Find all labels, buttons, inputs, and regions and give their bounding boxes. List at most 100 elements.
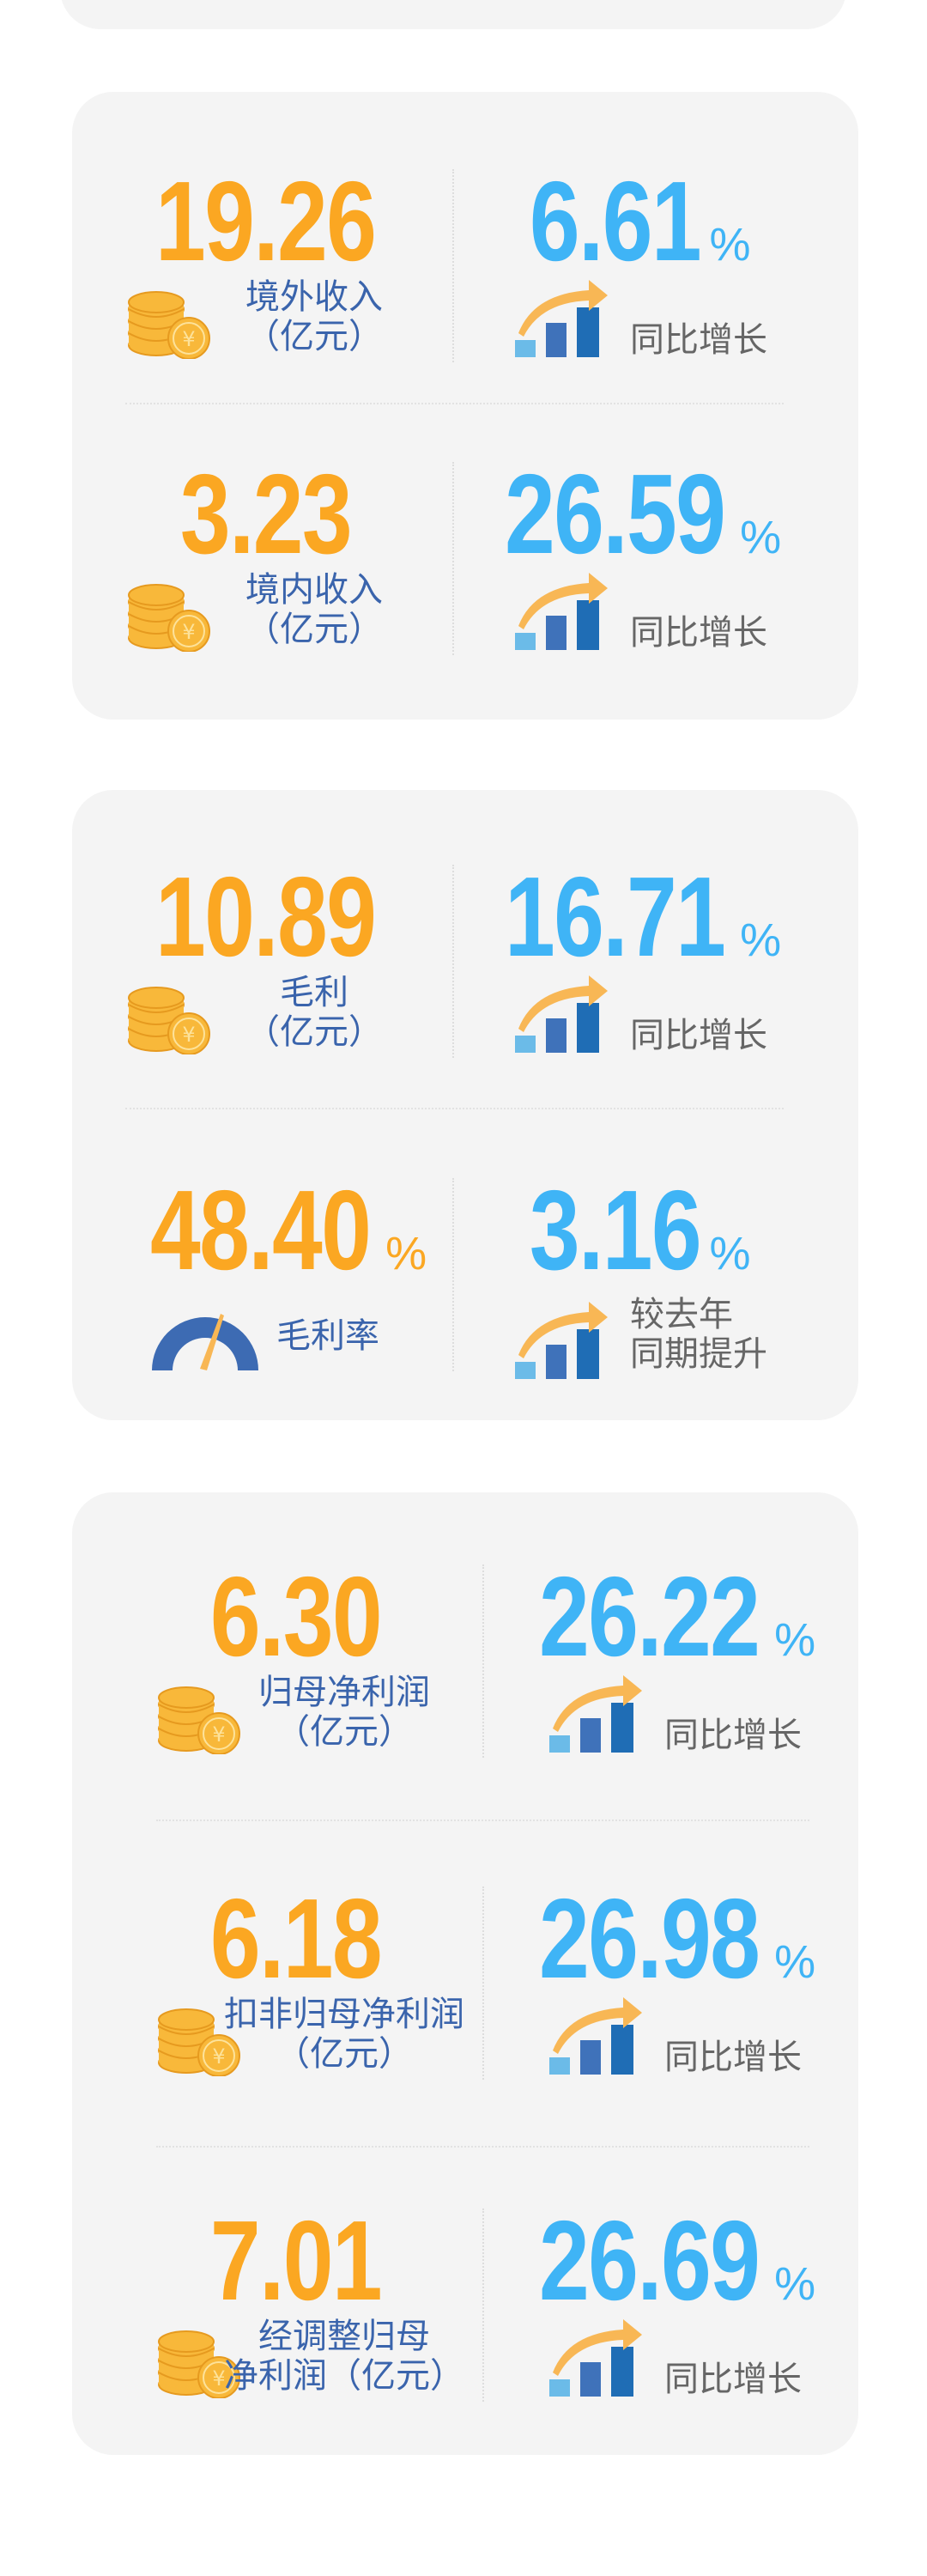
metric-label: 归母净利润 （亿元） — [215, 1673, 473, 1752]
vertical-divider — [452, 865, 454, 1058]
growth-label-line: 同期提升 — [630, 1334, 767, 1374]
growth-percent: 26.22% — [482, 1553, 843, 1680]
previous-card — [60, 0, 846, 29]
growth-label: 同比增长 — [630, 613, 767, 653]
label-line: 毛利率 — [276, 1316, 379, 1356]
value-unit: % — [385, 1228, 427, 1279]
coins-icon: ¥ — [125, 982, 211, 1054]
vertical-divider — [482, 2208, 484, 2402]
value-number: 7.01 — [209, 2197, 382, 2324]
value-number: 6.18 — [209, 1875, 382, 2002]
metric-card: 10.89 ¥ 毛利 （亿元） 16.71% 同比增长 48.40% 毛利率 3.16% 较去年同… — [72, 790, 858, 1420]
coins-icon: ¥ — [125, 287, 211, 359]
metric-row: 10.89 ¥ 毛利 （亿元） 16.71% 同比增长 — [72, 854, 858, 1119]
growth-chart-icon — [549, 1672, 645, 1753]
growth-label: 同比增长 — [664, 2360, 802, 2399]
growth-percent: 6.61% — [448, 158, 809, 284]
metric-value: 6.18 — [102, 1875, 488, 2002]
percent-unit: % — [740, 914, 781, 966]
percent-unit: % — [774, 2258, 815, 2310]
label-line: 净利润（亿元） — [224, 2356, 464, 2396]
metric-row: 19.26 ¥ 境外收入 （亿元） 6.61% 同比增长 — [72, 158, 858, 423]
metric-row: 7.01 ¥ 经调整归母 净利润（亿元） 26.69% 同比增长 — [72, 2197, 858, 2463]
value-number: 3.23 — [179, 451, 352, 577]
vertical-divider — [452, 462, 454, 655]
percent-number: 26.98 — [538, 1875, 760, 2002]
percent-number: 26.22 — [538, 1553, 760, 1680]
growth-chart-icon — [515, 972, 611, 1053]
horizontal-divider — [156, 1820, 809, 1821]
label-line: （亿元） — [245, 1012, 383, 1052]
percent-unit: % — [709, 219, 750, 270]
metric-value: 7.01 — [102, 2197, 488, 2324]
metric-label: 境内收入 （亿元） — [185, 570, 443, 649]
label-line: 境内收入 — [245, 570, 383, 610]
growth-label: 同比增长 — [630, 320, 767, 360]
metric-label: 毛利率 — [276, 1316, 379, 1356]
growth-percent: 26.59% — [448, 451, 809, 577]
growth-percent: 26.98% — [482, 1875, 843, 2002]
percent-unit: % — [709, 1228, 750, 1279]
growth-label-line: 同比增长 — [664, 1716, 802, 1755]
metric-card: 6.30 ¥ 归母净利润 （亿元） 26.22% 同比增长 6.18 ¥ 扣非归母净利润 （亿元）… — [72, 1492, 858, 2455]
metric-row: 6.30 ¥ 归母净利润 （亿元） 26.22% 同比增长 — [72, 1553, 858, 1819]
metric-row: 3.23 ¥ 境内收入 （亿元） 26.59% 同比增长 — [72, 451, 858, 716]
value-number: 6.30 — [209, 1553, 382, 1680]
vertical-divider — [482, 1564, 484, 1758]
growth-label: 同比增长 — [664, 2038, 802, 2077]
metric-value: 6.30 — [102, 1553, 488, 1680]
svg-text:¥: ¥ — [182, 327, 195, 351]
label-line: 经调整归母 — [258, 2317, 430, 2356]
label-line: 毛利 — [280, 973, 348, 1012]
value-number: 10.89 — [154, 854, 377, 980]
growth-label: 较去年 同期提升 — [630, 1295, 767, 1374]
metric-value: 10.89 — [72, 854, 458, 980]
label-line: （亿元） — [245, 317, 383, 356]
value-number: 48.40 — [149, 1167, 372, 1293]
growth-chart-icon — [549, 2316, 645, 2397]
percent-number: 26.59 — [504, 451, 726, 577]
growth-chart-icon — [515, 1298, 611, 1379]
metric-card: 19.26 ¥ 境外收入 （亿元） 6.61% 同比增长 3.23 ¥ 境内收入 （亿元） 26.5… — [72, 92, 858, 720]
metric-label: 境外收入 （亿元） — [185, 277, 443, 356]
growth-percent: 3.16% — [448, 1167, 809, 1293]
label-line: （亿元） — [276, 2034, 413, 2074]
growth-label: 同比增长 — [630, 1016, 767, 1055]
metric-label: 经调整归母 净利润（亿元） — [215, 2317, 473, 2396]
gauge-icon — [145, 1302, 265, 1372]
horizontal-divider — [156, 2146, 809, 2148]
percent-unit: % — [740, 512, 781, 563]
coins-icon: ¥ — [155, 2004, 241, 2076]
svg-text:¥: ¥ — [212, 2366, 225, 2391]
metric-row: 48.40% 毛利率 3.16% 较去年 同期提升 — [72, 1167, 858, 1432]
coins-icon: ¥ — [125, 580, 211, 652]
svg-text:¥: ¥ — [212, 2044, 225, 2069]
percent-number: 16.71 — [504, 854, 726, 980]
growth-label-line: 同比增长 — [664, 2360, 802, 2399]
percent-unit: % — [774, 1614, 815, 1666]
growth-chart-icon — [515, 569, 611, 650]
growth-label-line: 同比增长 — [630, 1016, 767, 1055]
value-number: 19.26 — [154, 158, 377, 284]
percent-unit: % — [774, 1936, 815, 1988]
growth-label-line: 同比增长 — [630, 320, 767, 360]
metric-value: 3.23 — [72, 451, 458, 577]
coins-icon: ¥ — [155, 1682, 241, 1754]
vertical-divider — [482, 1886, 484, 2080]
metric-row: 6.18 ¥ 扣非归母净利润 （亿元） 26.98% 同比增长 — [72, 1875, 858, 2141]
growth-label-line: 同比增长 — [664, 2038, 802, 2077]
label-line: 扣非归母净利润 — [224, 1995, 464, 2034]
percent-number: 6.61 — [529, 158, 701, 284]
vertical-divider — [452, 1178, 454, 1371]
horizontal-divider — [125, 1108, 784, 1109]
growth-percent: 26.69% — [482, 2204, 843, 2318]
percent-number: 3.16 — [529, 1167, 701, 1293]
horizontal-divider — [125, 403, 784, 404]
label-line: （亿元） — [245, 610, 383, 649]
svg-text:¥: ¥ — [182, 620, 195, 644]
growth-chart-icon — [549, 1994, 645, 2075]
growth-percent: 16.71% — [448, 854, 809, 980]
coins-icon: ¥ — [155, 2326, 241, 2398]
metric-value: 19.26 — [72, 158, 458, 284]
label-line: 归母净利润 — [258, 1673, 430, 1712]
